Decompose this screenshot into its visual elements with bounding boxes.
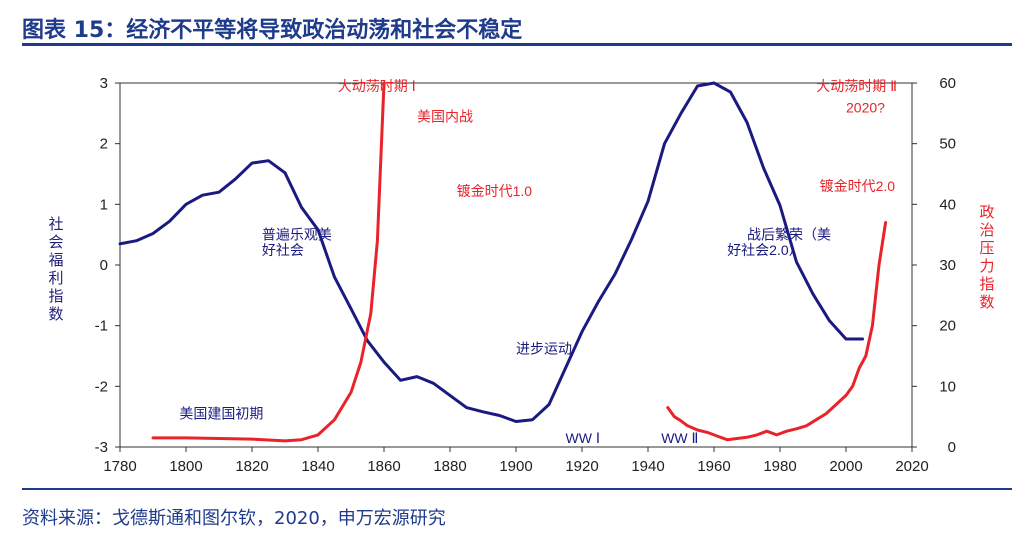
y-right-tick-label: 20 bbox=[939, 318, 956, 335]
y-left-tick-label: -2 bbox=[95, 378, 108, 395]
x-tick-label: 1820 bbox=[235, 458, 268, 475]
x-tick-label: 1920 bbox=[565, 458, 598, 475]
chart-annotation: 美国建国初期 bbox=[179, 406, 263, 422]
y-right-tick-label: 60 bbox=[939, 75, 956, 92]
political-pressure-line bbox=[151, 81, 386, 443]
y-left-tick-label: 0 bbox=[100, 257, 108, 274]
x-tick-label: 1880 bbox=[433, 458, 466, 475]
chart-annotation: 好社会2.0） bbox=[727, 242, 802, 258]
footer-rule bbox=[22, 488, 1012, 490]
y-axis-left-label: 社会福利指数 bbox=[48, 215, 64, 323]
title-rule bbox=[22, 43, 1012, 46]
x-tick-label: 1960 bbox=[697, 458, 730, 475]
chart-annotation: 普遍乐观美 bbox=[262, 227, 332, 243]
chart-annotation: 进步运动 bbox=[516, 341, 572, 357]
y-left-tick-label: -1 bbox=[95, 318, 108, 335]
social-welfare-line bbox=[118, 81, 864, 423]
source-note: 资料来源：戈德斯通和图尔钦，2020，申万宏源研究 bbox=[22, 508, 446, 529]
y-right-tick-label: 40 bbox=[939, 196, 956, 213]
chart-annotation: 好社会 bbox=[262, 242, 304, 258]
x-tick-label: 1860 bbox=[367, 458, 400, 475]
chart-annotation: 战后繁荣（美 bbox=[747, 227, 831, 243]
y-left-tick-label: 3 bbox=[100, 75, 108, 92]
y-left-tick-label: 2 bbox=[100, 136, 108, 153]
x-tick-label: 2000 bbox=[829, 458, 862, 475]
y-right-tick-label: 0 bbox=[948, 439, 956, 456]
plot-frame bbox=[119, 82, 913, 448]
chart-annotation: 大动荡时期 Ⅱ bbox=[816, 78, 897, 94]
x-tick-label: 2020 bbox=[895, 458, 928, 475]
chart-annotation: WW Ⅰ bbox=[566, 430, 600, 446]
y-left-tick-label: 1 bbox=[100, 196, 108, 213]
political-pressure-line bbox=[666, 221, 888, 442]
chart-annotation: 镀金时代2.0 bbox=[820, 178, 896, 194]
x-tick-label: 1840 bbox=[301, 458, 334, 475]
chart-annotation: 2020? bbox=[846, 99, 885, 115]
x-tick-label: 1780 bbox=[103, 458, 136, 475]
y-left-tick-label: -3 bbox=[95, 439, 108, 456]
y-right-tick-label: 30 bbox=[939, 257, 956, 274]
chart-annotation: 镀金时代1.0 bbox=[457, 183, 533, 199]
x-tick-label: 1940 bbox=[631, 458, 664, 475]
y-right-tick-label: 10 bbox=[939, 378, 956, 395]
x-tick-label: 1980 bbox=[763, 458, 796, 475]
chart-annotation: 大动荡时期 Ⅰ bbox=[338, 78, 416, 94]
x-tick-label: 1800 bbox=[169, 458, 202, 475]
chart-annotation: 美国内战 bbox=[417, 108, 473, 124]
chart-annotation: WW Ⅱ bbox=[661, 430, 698, 446]
x-tick-label: 1900 bbox=[499, 458, 532, 475]
y-right-tick-label: 50 bbox=[939, 136, 956, 153]
y-axis-right-label: 政治压力指数 bbox=[979, 203, 995, 311]
figure-title: 图表 15：经济不平等将导致政治动荡和社会不稳定 bbox=[22, 18, 523, 43]
